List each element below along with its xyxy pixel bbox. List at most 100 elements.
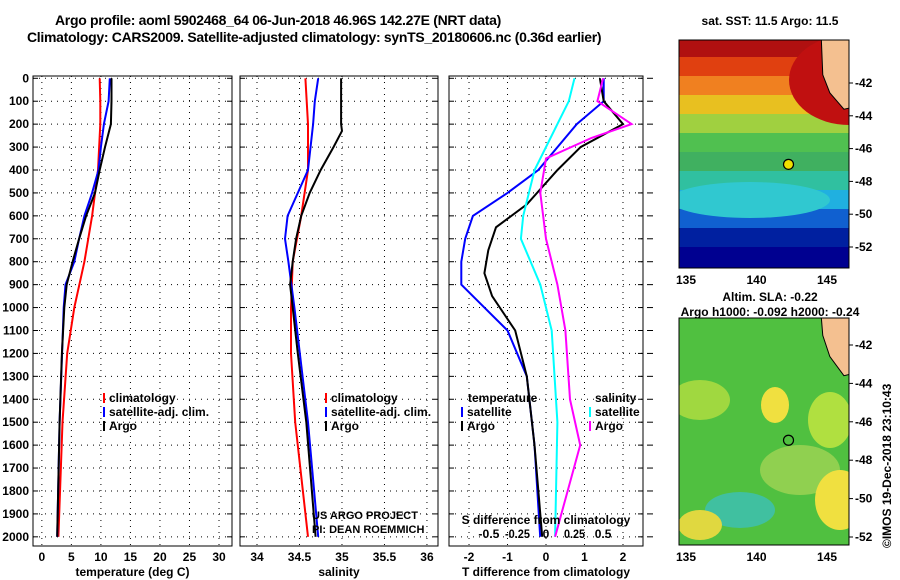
legend-label: climatology	[109, 391, 176, 405]
x2-axis-label: S difference from climatology	[462, 513, 631, 527]
lat-tick-label: -46	[855, 142, 873, 156]
legend-label: Argo	[467, 419, 495, 433]
y-tick-label: 1300	[2, 369, 29, 383]
argo-location-marker	[782, 434, 795, 446]
x-tick-label: 20	[153, 550, 167, 564]
series-line-satellite-adj-clim-	[283, 78, 320, 537]
lat-tick-label: -46	[855, 415, 873, 429]
legend-label: satellite	[467, 405, 512, 419]
x-tick-label: 35	[335, 550, 349, 564]
y-tick-label: 500	[9, 186, 29, 200]
lon-tick-label: 135	[676, 550, 696, 564]
map-subtitle: Argo h1000: -0.092 h2000: -0.24	[681, 305, 860, 319]
x-tick-label: 0	[543, 550, 550, 564]
y-tick-label: 1100	[3, 323, 29, 337]
legend-label: climatology	[331, 391, 398, 405]
y-tick-label: 400	[9, 163, 29, 177]
legend-label: satellite-adj. clim.	[331, 405, 431, 419]
series-line-temperature-argo	[483, 78, 625, 537]
map-body	[679, 40, 849, 268]
x2-tick-label: -0.5	[478, 527, 499, 541]
x-tick-label: 35.5	[373, 550, 397, 564]
y-tick-label: 1700	[2, 461, 29, 475]
x-tick-label: 0	[39, 550, 46, 564]
x-axis-label: salinity	[318, 565, 360, 579]
y-tick-label: 800	[9, 255, 29, 269]
x-tick-label: 36	[420, 550, 434, 564]
sla-blob	[679, 510, 722, 540]
x-tick-label: 1	[581, 550, 588, 564]
lon-tick-label: 145	[817, 273, 837, 287]
sla-blob	[705, 492, 775, 528]
x-tick-label: 5	[68, 550, 75, 564]
legend-label: Argo	[109, 419, 137, 433]
series-line-argo	[56, 78, 113, 537]
x2-tick-label: -0.25	[505, 527, 530, 541]
series-line-argo	[289, 78, 344, 537]
lat-tick-label: -52	[855, 240, 873, 254]
annotation-text: US ARGO PROJECT	[312, 510, 418, 522]
sla-blob	[808, 392, 849, 448]
y-tick-label: 900	[9, 278, 29, 292]
x2-tick-label: 0	[543, 527, 550, 541]
sst-band	[679, 133, 849, 156]
lon-tick-label: 140	[746, 273, 766, 287]
lat-tick-label: -48	[855, 174, 873, 188]
x2-tick-label: 0.25	[564, 527, 585, 541]
map-title: Altim. SLA: -0.22	[722, 290, 818, 304]
map-frame	[678, 39, 850, 269]
plot-frame	[239, 75, 439, 547]
y-tick-label: 100	[9, 94, 29, 108]
sst-band	[679, 114, 849, 137]
x-tick-label: 25	[183, 550, 197, 564]
legend-title: temperature	[468, 391, 538, 405]
tasmania-land	[820, 40, 849, 110]
lon-tick-label: 135	[676, 273, 696, 287]
lat-tick-label: -48	[855, 453, 873, 467]
x-tick-label: 30	[212, 550, 226, 564]
sst-front	[679, 182, 830, 218]
argo-location-marker	[782, 158, 795, 170]
sla-blob	[815, 470, 849, 530]
sst-band	[679, 152, 849, 175]
series-line-temperature-satellite	[460, 78, 605, 537]
title-line-1: Argo profile: aoml 5902468_64 06-Jun-201…	[55, 12, 502, 28]
series-line-salinity-argo	[539, 78, 634, 538]
x-tick-label: 2	[620, 550, 627, 564]
y-tick-label: 1500	[2, 415, 29, 429]
lat-tick-label: -52	[855, 530, 873, 544]
y-tick-label: 1400	[2, 392, 29, 406]
lat-tick-label: -44	[855, 109, 873, 123]
lon-tick-label: 140	[746, 550, 766, 564]
y-tick-label: 1900	[2, 507, 29, 521]
y-tick-label: 200	[9, 117, 29, 131]
y-tick-label: 700	[9, 232, 29, 246]
lat-tick-label: -50	[855, 207, 873, 221]
credit-text: ©IMOS 19-Dec-2018 23:10:43	[880, 383, 894, 548]
sst-band	[679, 228, 849, 251]
y-tick-label: 1800	[2, 484, 29, 498]
lat-tick-label: -42	[855, 338, 873, 352]
y-tick-label: 300	[9, 140, 29, 154]
lat-tick-label: -50	[855, 492, 873, 506]
legend-label: Argo	[331, 419, 359, 433]
y-tick-label: 1600	[2, 438, 29, 452]
x-axis-label: T difference from climatology	[462, 565, 630, 579]
legend-label: satellite	[595, 405, 640, 419]
x-tick-label: -2	[464, 550, 475, 564]
sla-blob	[679, 380, 730, 420]
x-tick-label: 10	[94, 550, 108, 564]
legend-label: satellite-adj. clim.	[109, 405, 209, 419]
x-axis-label: temperature (deg C)	[75, 565, 189, 579]
x-tick-label: 34	[250, 550, 264, 564]
title-line-2: Climatology: CARS2009. Satellite-adjuste…	[27, 29, 602, 45]
sst-band	[679, 247, 849, 268]
legend-title: salinity	[595, 391, 637, 405]
map-sst-map	[678, 39, 853, 269]
plot-frame	[448, 75, 644, 547]
series-line-climatology	[57, 78, 102, 537]
lat-tick-label: -44	[855, 376, 873, 390]
x-tick-label: 34.5	[288, 550, 312, 564]
